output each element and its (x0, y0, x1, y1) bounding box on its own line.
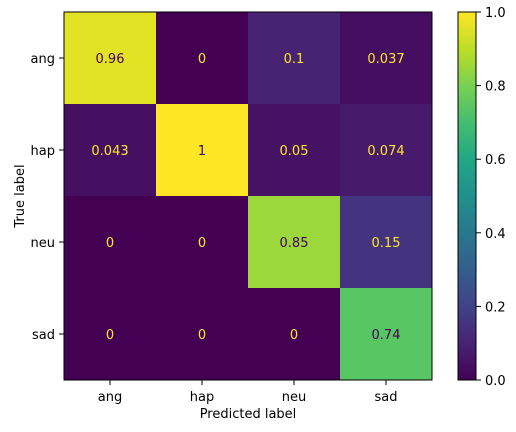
heatmap-cell (248, 12, 341, 105)
colorbar-tick-label: 0.6 (485, 153, 506, 168)
heatmap-cell (156, 104, 249, 197)
colorbar-tick-label: 0.2 (485, 300, 506, 315)
heatmap-cell (248, 104, 341, 197)
cell-value-label: 0.074 (367, 144, 404, 159)
x-axis-ticks: ang hap neu sad (98, 380, 398, 405)
cell-value-label: 0 (106, 328, 114, 343)
heatmap-cell (64, 12, 157, 105)
heatmap-cell (64, 288, 157, 381)
plot-frame (63, 11, 433, 381)
cell-value-label: 0.1 (284, 52, 305, 67)
colorbar-ticks: 0.0 0.2 0.4 0.6 0.8 1.0 (476, 6, 506, 389)
heatmap-cell (248, 196, 341, 289)
x-tick-label: sad (375, 390, 398, 405)
colorbar-tick-label: 1.0 (485, 6, 506, 21)
cell-value-label: 0.15 (372, 236, 401, 251)
cell-value-label: 0.96 (96, 52, 125, 67)
colorbar-tick-label: 0.0 (485, 374, 506, 389)
y-tick-label: neu (31, 236, 55, 251)
cell-value-label: 0 (198, 236, 206, 251)
heatmap-cell (156, 12, 249, 105)
y-tick-label: ang (31, 52, 55, 67)
heatmap-cell (64, 196, 157, 289)
colorbar-tick-label: 0.4 (485, 227, 506, 242)
cell-value-label: 0 (198, 328, 206, 343)
heatmap-cell (248, 288, 341, 381)
y-axis-title: True label (13, 164, 28, 228)
cell-value-label: 0 (290, 328, 298, 343)
cell-value-label: 0.74 (372, 328, 401, 343)
y-tick-label: hap (31, 144, 55, 159)
heatmap-cell (340, 104, 433, 197)
cell-value-label: 0 (106, 236, 114, 251)
colorbar (458, 12, 476, 380)
colorbar-tick-label: 0.8 (485, 80, 506, 95)
x-axis-title: Predicted label (200, 407, 297, 422)
x-tick-label: hap (190, 390, 214, 405)
cell-value-label: 0.037 (367, 52, 404, 67)
x-tick-label: neu (282, 390, 306, 405)
heatmap-cell (156, 196, 249, 289)
heatmap-cell (340, 196, 433, 289)
x-tick-label: ang (98, 390, 122, 405)
y-tick-label: sad (32, 328, 55, 343)
cell-value-label: 0.85 (280, 236, 309, 251)
cell-value-label: 0 (198, 52, 206, 67)
cell-value-label: 0.043 (91, 144, 128, 159)
heatmap-cell-labels: 0.96 0 0.1 0.037 0.043 1 0.05 0.074 0 0 0.85 0.15 0 0… (91, 52, 404, 343)
heatmap-cell (340, 12, 433, 105)
y-axis-ticks: ang hap neu sad (31, 52, 64, 343)
colorbar-frame (457, 11, 477, 381)
heatmap-cell (340, 288, 433, 381)
heatmap-cells (64, 12, 433, 381)
heatmap-cell (156, 288, 249, 381)
cell-value-label: 1 (198, 144, 206, 159)
heatmap-cell (64, 104, 157, 197)
cell-value-label: 0.05 (280, 144, 309, 159)
